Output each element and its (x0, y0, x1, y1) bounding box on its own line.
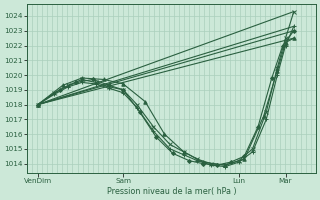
X-axis label: Pression niveau de la mer( hPa ): Pression niveau de la mer( hPa ) (107, 187, 236, 196)
